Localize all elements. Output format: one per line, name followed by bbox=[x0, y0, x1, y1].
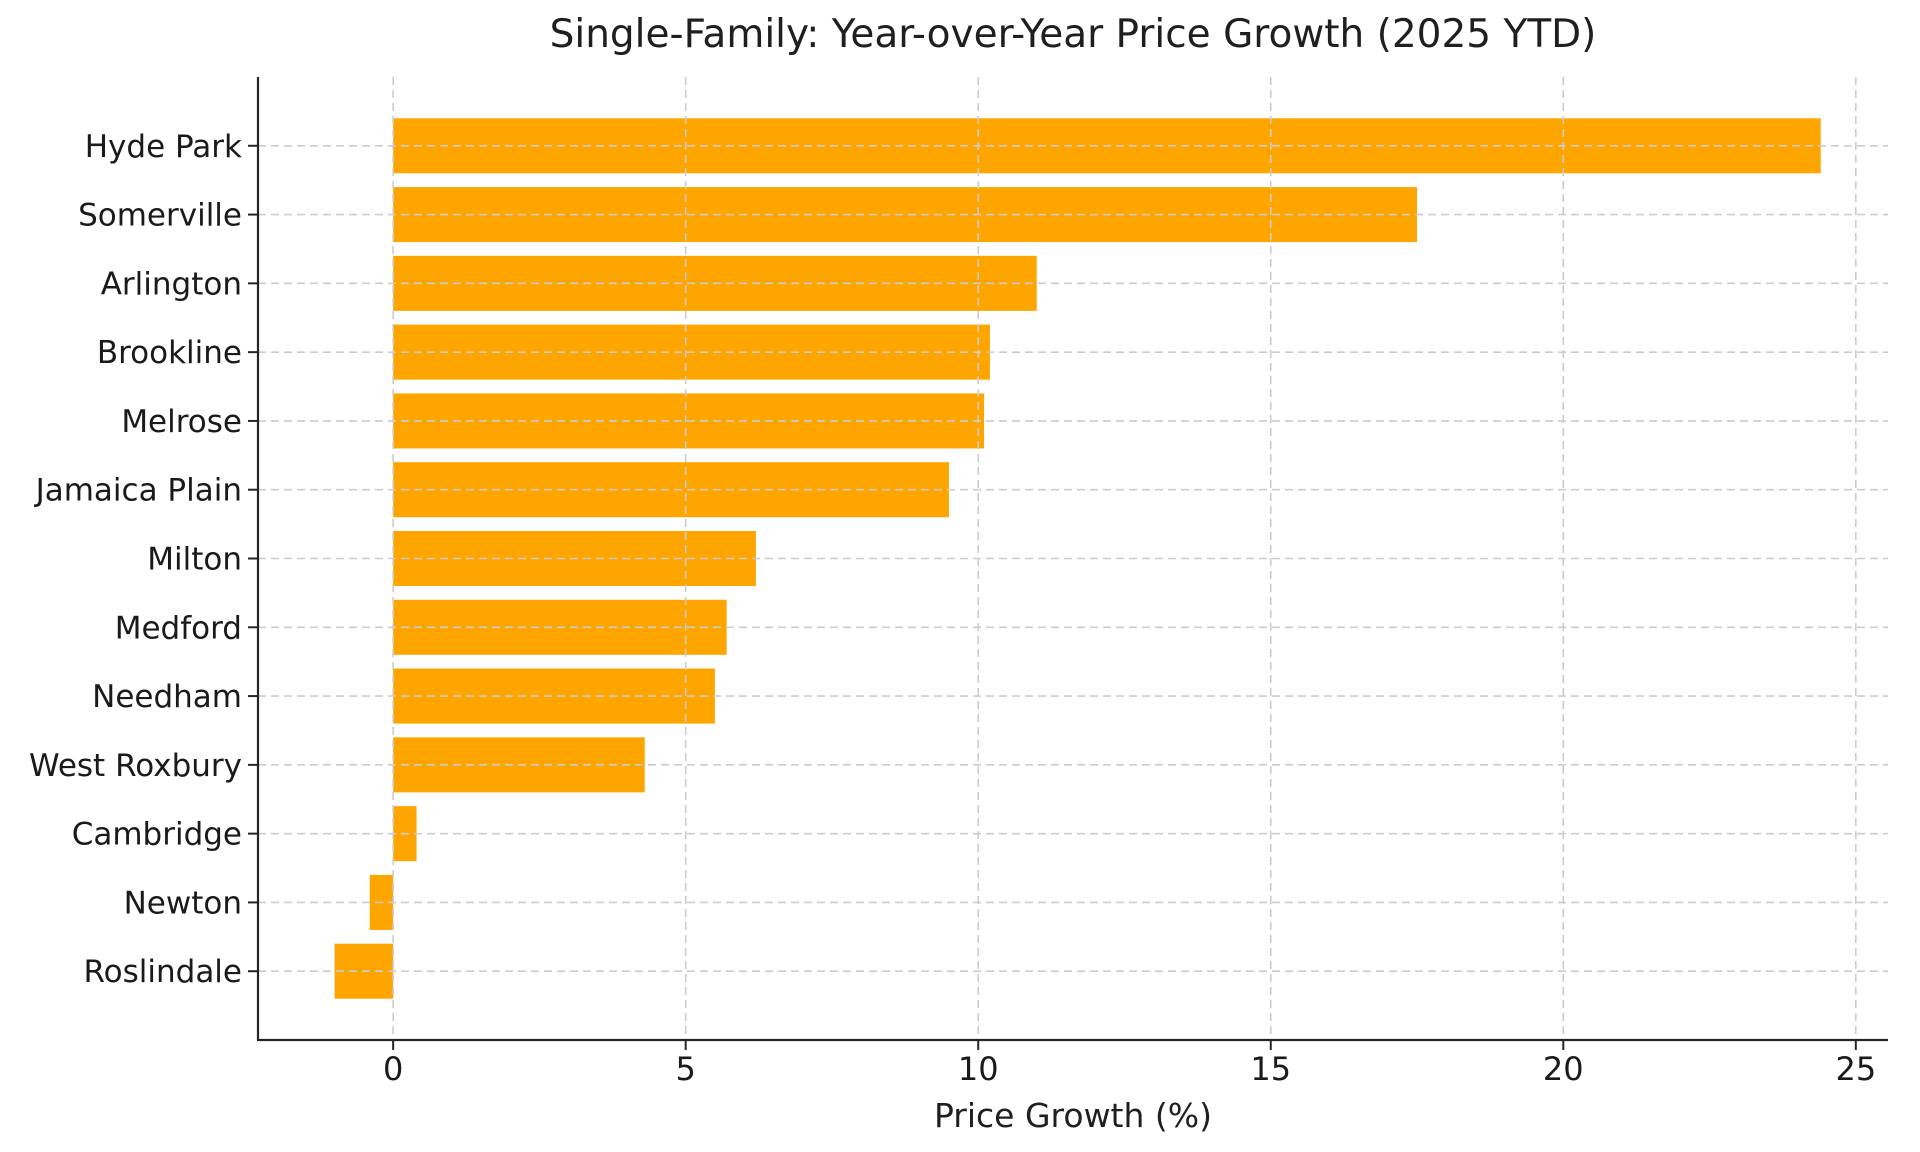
x-tick-label: 0 bbox=[383, 1050, 403, 1088]
x-tick-label: 20 bbox=[1543, 1050, 1584, 1088]
y-tick-label: Hyde Park bbox=[85, 129, 242, 165]
y-tick-label: Needham bbox=[92, 679, 242, 715]
y-tick-label: Melrose bbox=[121, 404, 242, 440]
y-tick-label: West Roxbury bbox=[29, 748, 242, 784]
x-tick-label: 25 bbox=[1835, 1050, 1876, 1088]
chart-title: Single-Family: Year-over-Year Price Grow… bbox=[549, 12, 1597, 57]
y-tick-label: Jamaica Plain bbox=[34, 473, 242, 509]
y-tick-label: Brookline bbox=[97, 335, 242, 371]
y-tick-label: Arlington bbox=[101, 266, 242, 302]
x-tick-label: 5 bbox=[676, 1050, 696, 1088]
y-tick-label: Roslindale bbox=[84, 954, 243, 990]
y-tick-label: Medford bbox=[115, 610, 242, 646]
y-tick-label: Milton bbox=[147, 542, 242, 578]
x-axis-label: Price Growth (%) bbox=[933, 1096, 1213, 1135]
y-tick-label: Newton bbox=[124, 885, 242, 921]
y-tick-label: Cambridge bbox=[72, 817, 242, 853]
x-tick-label: 15 bbox=[1250, 1050, 1291, 1088]
y-tick-label: Somerville bbox=[78, 198, 242, 234]
x-tick-label: 10 bbox=[958, 1050, 999, 1088]
bar-jamaica-plain bbox=[393, 462, 949, 518]
